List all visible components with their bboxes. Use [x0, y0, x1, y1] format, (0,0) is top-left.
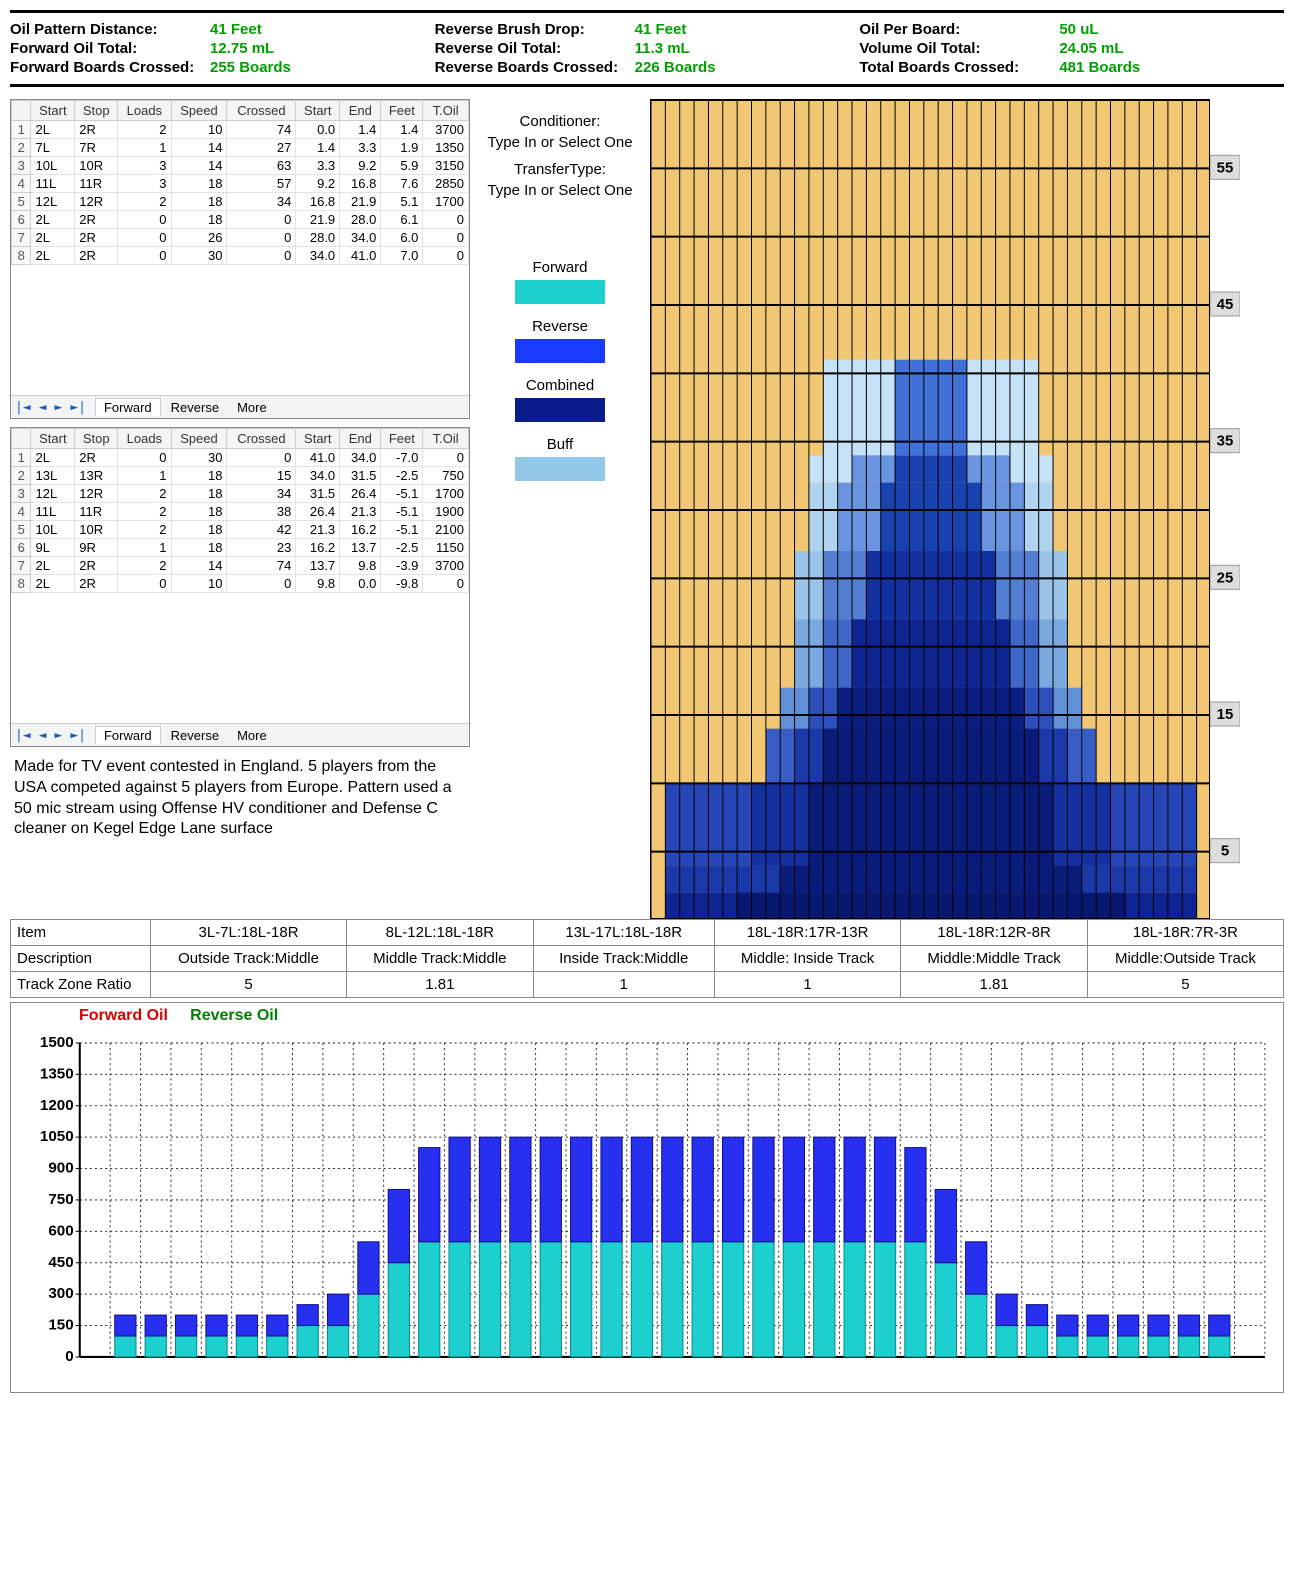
table-row: 72L2R2147413.79.8-3.93700 [12, 557, 469, 575]
chart-legend-forward: Forward Oil [79, 1007, 168, 1024]
stats-bar: Oil Pattern Distance:41 FeetForward Oil … [10, 10, 1284, 87]
svg-text:900: 900 [48, 1160, 73, 1177]
forward-table: StartStopLoadsSpeedCrossedStartEndFeetT.… [10, 99, 470, 419]
svg-text:150: 150 [48, 1317, 73, 1334]
table-row: 82L2R030034.041.07.00 [12, 247, 469, 265]
stat-label: Oil Per Board: [859, 21, 1059, 38]
tab-bar-reverse: |◄ ◄ ► ►| Forward Reverse More [11, 723, 469, 746]
tab-reverse[interactable]: Reverse [163, 399, 227, 416]
tab-more[interactable]: More [229, 399, 275, 416]
svg-text:1050: 1050 [40, 1128, 74, 1145]
svg-text:1200: 1200 [40, 1097, 74, 1114]
table-row: 411L11R2183826.421.3-5.11900 [12, 503, 469, 521]
legend-buff-label: Buff [480, 436, 640, 453]
legend-forward-label: Forward [480, 259, 640, 276]
tab-forward[interactable]: Forward [95, 398, 161, 416]
legend-buff-swatch [515, 457, 605, 481]
svg-text:450: 450 [48, 1254, 73, 1271]
stat-label: Reverse Oil Total: [435, 40, 635, 57]
tab-reverse[interactable]: Reverse [163, 727, 227, 744]
stat-value: 41 Feet [210, 21, 262, 38]
description-text: Made for TV event contested in England. … [14, 757, 466, 840]
svg-text:5: 5 [1221, 843, 1229, 860]
tab-forward[interactable]: Forward [95, 726, 161, 744]
svg-text:1350: 1350 [40, 1065, 74, 1082]
table-row: 27L7R114271.43.31.91350 [12, 139, 469, 157]
table-row: 72L2R026028.034.06.00 [12, 229, 469, 247]
legend-combined-swatch [515, 398, 605, 422]
tab-more[interactable]: More [229, 727, 275, 744]
stat-label: Forward Oil Total: [10, 40, 210, 57]
stat-value: 12.75 mL [210, 40, 274, 57]
legend-panel: Conditioner: Type In or Select One Trans… [480, 99, 640, 919]
svg-text:35: 35 [1217, 433, 1234, 450]
stat-label: Reverse Boards Crossed: [435, 59, 635, 76]
nav-next-icon[interactable]: ► [54, 400, 62, 415]
table-row: 69L9R1182316.213.7-2.51150 [12, 539, 469, 557]
table-row: 12L2R030041.034.0-7.00 [12, 449, 469, 467]
reverse-table: StartStopLoadsSpeedCrossedStartEndFeetT.… [10, 427, 470, 747]
svg-text:55: 55 [1217, 159, 1234, 176]
svg-text:45: 45 [1217, 296, 1234, 313]
tab-bar-forward: |◄ ◄ ► ►| Forward Reverse More [11, 395, 469, 418]
stat-label: Total Boards Crossed: [859, 59, 1059, 76]
table-row: 213L13R1181534.031.5-2.5750 [12, 467, 469, 485]
svg-text:1500: 1500 [40, 1034, 74, 1051]
svg-text:750: 750 [48, 1191, 73, 1208]
stat-value: 226 Boards [635, 59, 716, 76]
stat-value: 11.3 mL [635, 40, 690, 57]
table-row: 512L12R2183416.821.95.11700 [12, 193, 469, 211]
lane-chart: 55 45 35 25 15 5 [650, 99, 1284, 919]
stat-value: 24.05 mL [1059, 40, 1123, 57]
stat-value: 41 Feet [635, 21, 687, 38]
table-row: 310L10R314633.39.25.93150 [12, 157, 469, 175]
nav-last-icon[interactable]: ►| [70, 400, 86, 415]
nav-first-icon[interactable]: |◄ [15, 728, 31, 743]
table-row: 312L12R2183431.526.4-5.11700 [12, 485, 469, 503]
stat-value: 255 Boards [210, 59, 291, 76]
svg-text:0: 0 [65, 1348, 73, 1365]
stat-label: Oil Pattern Distance: [10, 21, 210, 38]
track-zone-table: Item3L-7L:18L-18R8L-12L:18L-18R13L-17L:1… [10, 919, 1284, 998]
stat-label: Volume Oil Total: [859, 40, 1059, 57]
svg-text:15: 15 [1217, 706, 1234, 723]
table-row: 62L2R018021.928.06.10 [12, 211, 469, 229]
legend-combined-label: Combined [480, 377, 640, 394]
nav-first-icon[interactable]: |◄ [15, 400, 31, 415]
stat-value: 50 uL [1059, 21, 1098, 38]
stat-value: 481 Boards [1059, 59, 1140, 76]
svg-text:25: 25 [1217, 569, 1234, 586]
table-row: 510L10R2184221.316.2-5.12100 [12, 521, 469, 539]
nav-next-icon[interactable]: ► [54, 728, 62, 743]
legend-reverse-swatch [515, 339, 605, 363]
chart-legend-reverse: Reverse Oil [190, 1007, 278, 1024]
nav-prev-icon[interactable]: ◄ [39, 728, 47, 743]
stat-label: Reverse Brush Drop: [435, 21, 635, 38]
table-row: 82L2R01009.80.0-9.80 [12, 575, 469, 593]
svg-text:600: 600 [48, 1222, 73, 1239]
stat-label: Forward Boards Crossed: [10, 59, 210, 76]
svg-text:300: 300 [48, 1285, 73, 1302]
legend-reverse-label: Reverse [480, 318, 640, 335]
nav-prev-icon[interactable]: ◄ [39, 400, 47, 415]
nav-last-icon[interactable]: ►| [70, 728, 86, 743]
table-row: 12L2R210740.01.41.43700 [12, 121, 469, 139]
legend-forward-swatch [515, 280, 605, 304]
table-row: 411L11R318579.216.87.62850 [12, 175, 469, 193]
bar-chart: Forward Oil Reverse Oil 0 150 300 450 600 750… [10, 1002, 1284, 1393]
